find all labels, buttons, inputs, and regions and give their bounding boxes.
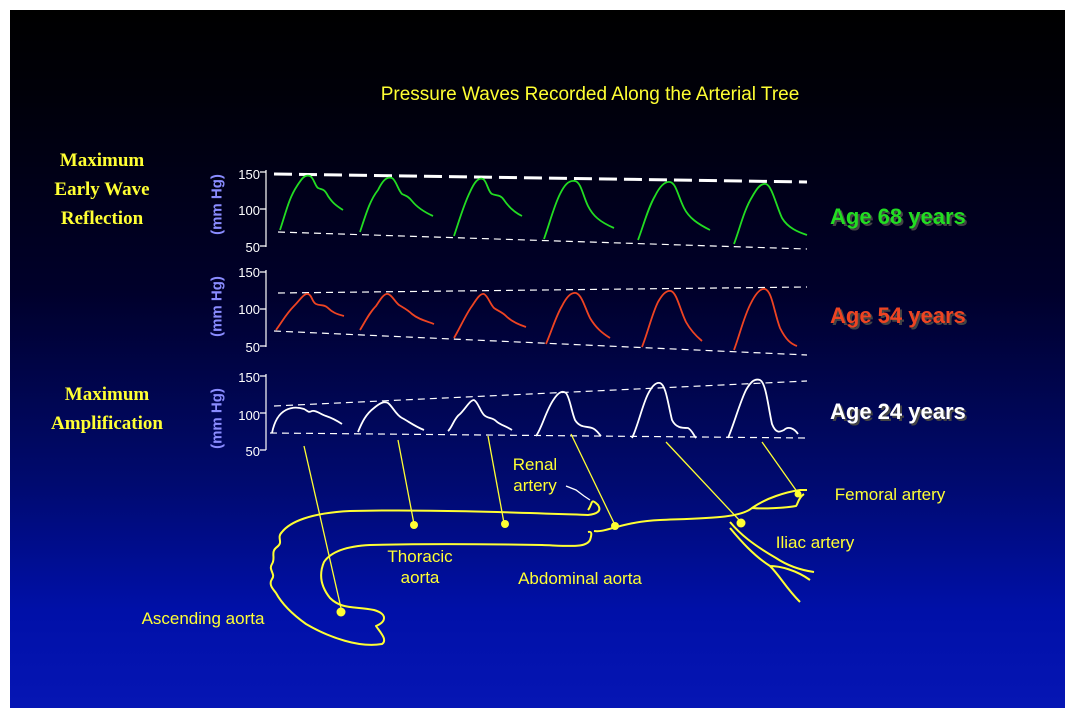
tick-150: 150 [238, 167, 260, 182]
pointer-renal [565, 485, 591, 501]
label-renal-artery: Renal artery [490, 454, 580, 496]
annotation-dots [336, 490, 802, 617]
iliac-femoral-path [593, 489, 807, 533]
arterial-tree [269, 489, 815, 646]
label-abdominal-aorta: Abdominal aorta [518, 569, 642, 588]
slide: Pressure Waves Recorded Along the Arteri… [10, 10, 1065, 708]
dot-iliac [736, 518, 746, 528]
wave-68-5 [637, 181, 711, 241]
slide-title: Pressure Waves Recorded Along the Arteri… [380, 84, 800, 105]
tick-100: 100 [238, 408, 260, 423]
wave-68-2 [359, 176, 434, 233]
wave-54-3 [453, 293, 527, 339]
tick-150: 150 [238, 370, 260, 385]
age-label-54: Age 54 years [830, 303, 966, 328]
aorta-outer-wall [269, 500, 601, 646]
label-iliac-artery: Iliac artery [775, 533, 855, 552]
tick-100: 100 [238, 302, 260, 317]
wave-54-2 [359, 293, 435, 331]
dot-thoracic-1 [410, 521, 418, 529]
pointer-thoracic-1 [397, 439, 415, 525]
tick-50: 50 [245, 444, 260, 459]
y-axis-54 [260, 270, 267, 347]
waves-24 [271, 378, 799, 439]
dot-thoracic-2 [501, 520, 509, 528]
envelope-lines [269, 172, 808, 439]
thoracic-line-1: Thoracic [387, 547, 453, 566]
dot-ascending [336, 607, 346, 617]
renal-line-1: Renal [512, 455, 558, 474]
wave-24-2 [357, 401, 425, 433]
label-ascending-aorta: Ascending aorta [141, 609, 265, 628]
trough-envelope-68 [277, 231, 808, 250]
max-amplification-line-2: Amplification [51, 413, 163, 434]
wave-68-6 [733, 183, 808, 245]
label-femoral-artery: Femoral artery [834, 485, 946, 504]
wave-24-1 [271, 406, 343, 434]
peak-envelope-68 [273, 172, 808, 184]
wave-54-5 [641, 289, 703, 348]
wave-24-5 [631, 381, 697, 439]
thoracic-line-2: aorta [400, 568, 440, 587]
age-label-68: Age 68 years [830, 204, 966, 229]
y-axis-24 [260, 374, 267, 451]
waves-54 [275, 288, 798, 351]
age-label-24: Age 24 years [830, 399, 966, 424]
max-reflection-line-1: Maximum [59, 150, 145, 171]
annotation-pointers [303, 433, 799, 609]
wave-24-3 [447, 399, 513, 432]
wave-24-6 [727, 378, 799, 439]
dot-abdominal [611, 522, 619, 530]
tick-150: 150 [238, 265, 260, 280]
pointer-ascending [303, 445, 342, 609]
renal-line-2: artery [513, 476, 557, 495]
max-reflection-line-3: Reflection [60, 208, 144, 229]
tick-50: 50 [245, 240, 260, 255]
diagram-canvas [260, 170, 815, 646]
trough-envelope-24 [269, 432, 808, 439]
wave-24-4 [535, 390, 602, 437]
max-reflection-label: Maximum Early Wave Reflection [22, 146, 182, 233]
wave-54-1 [275, 293, 345, 331]
wave-68-3 [453, 177, 523, 237]
peak-envelope-24 [273, 380, 808, 407]
pointer-abdominal [570, 433, 616, 526]
tick-100: 100 [238, 203, 260, 218]
wave-68-4 [543, 180, 615, 240]
max-amplification-line-1: Maximum [64, 384, 150, 405]
waves-68 [279, 174, 808, 245]
axis-lines [260, 170, 267, 451]
wave-54-4 [545, 292, 611, 345]
tick-50: 50 [245, 340, 260, 355]
max-amplification-label: Maximum Amplification [22, 380, 192, 438]
pointer-femoral [761, 441, 799, 494]
pointer-iliac [665, 441, 742, 523]
peak-envelope-54 [277, 286, 808, 294]
wave-68-1 [279, 174, 344, 231]
iliac-branch [729, 521, 815, 603]
y-axis-68 [260, 170, 267, 247]
max-reflection-line-2: Early Wave [54, 179, 150, 200]
dot-femoral [794, 490, 802, 498]
wave-54-6 [733, 288, 798, 351]
label-thoracic-aorta: Thoracic aorta [370, 546, 470, 588]
trough-envelope-54 [273, 330, 808, 356]
pointer-thoracic-2 [487, 435, 505, 524]
